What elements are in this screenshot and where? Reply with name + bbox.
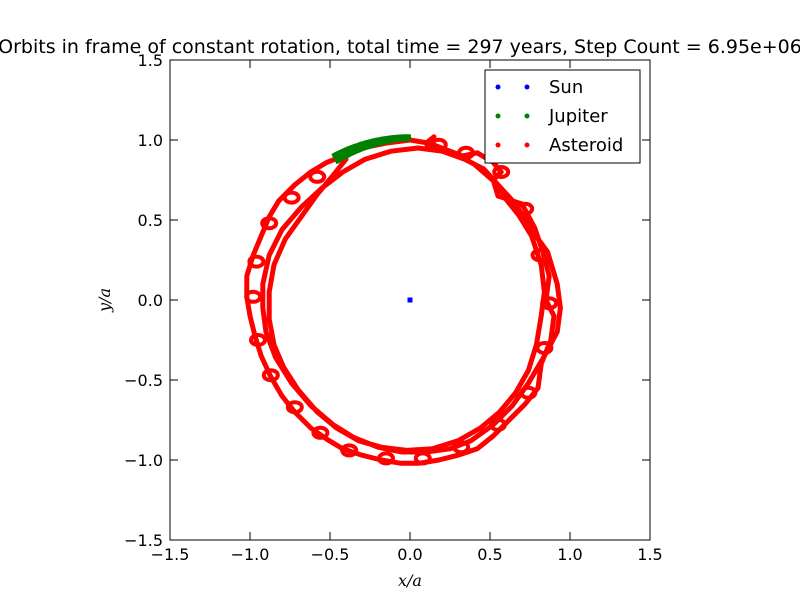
asteroid-loop-point — [535, 341, 554, 355]
asteroid-loop-point — [489, 417, 507, 432]
legend-label: Jupiter — [548, 106, 608, 127]
y-tick-label: 0.0 — [138, 291, 163, 310]
asteroid-loop-point — [282, 190, 301, 205]
legend-marker — [495, 142, 501, 148]
asteroid-loop-point — [429, 137, 448, 152]
x-axis-label: x/a — [398, 571, 422, 590]
asteroid-loop-point — [340, 443, 359, 458]
asteroid-loop-point — [540, 296, 559, 311]
legend-marker — [524, 84, 530, 90]
asteroid-loop-point — [260, 216, 279, 231]
asteroid-loop-point — [516, 201, 535, 216]
plot-content — [244, 134, 563, 466]
asteroid-orbit-path — [244, 134, 563, 466]
asteroid-loop-point — [452, 440, 471, 455]
asteroid-loop-point — [377, 451, 395, 466]
legend-label: Sun — [549, 77, 583, 98]
asteroid-loop-point — [261, 368, 280, 383]
y-tick-label: 1.0 — [138, 131, 163, 150]
x-tick-label: 1.0 — [557, 545, 582, 564]
asteroid-loop-point — [413, 451, 432, 466]
asteroid-loop-point — [308, 169, 327, 184]
y-tick-label: −0.5 — [124, 371, 163, 390]
asteroid-loop-point — [530, 248, 549, 263]
jupiter-orbit-band — [331, 134, 411, 164]
legend-marker — [524, 113, 530, 119]
legend-box — [484, 69, 641, 164]
asteroid-loop-point — [311, 425, 330, 440]
x-tick-label: 0.0 — [397, 545, 422, 564]
chart-title: Orbits in frame of constant rotation, to… — [0, 36, 800, 58]
y-tick-label: 1.5 — [138, 51, 163, 70]
asteroid-loop-point — [492, 165, 511, 179]
x-tick-label: −0.5 — [311, 545, 350, 564]
legend: Sun Jupiter Asteroid — [484, 69, 641, 164]
legend-label: Asteroid — [549, 135, 623, 156]
x-tick-label: −1.5 — [151, 545, 190, 564]
x-tick-label: 1.5 — [637, 545, 662, 564]
asteroid-loop-point — [247, 254, 266, 269]
asteroid-loop-point — [249, 333, 267, 347]
asteroid-loop-point — [457, 145, 475, 160]
x-tick-label: −1.0 — [231, 545, 270, 564]
y-axis-label: y/a — [95, 288, 114, 313]
asteroid-loop-point — [519, 385, 538, 400]
legend-marker — [495, 84, 501, 90]
asteroid-loop-point — [244, 289, 263, 304]
y-tick-label: 0.5 — [138, 211, 163, 230]
y-tick-label: −1.0 — [124, 451, 163, 470]
axis-ticks: −1.5−1.5 −1.0 −1.0 −0.5 −0.5 0.0 0.0 0.5 0.5 1.0 1… — [124, 51, 663, 564]
y-tick-label: −1.5 — [124, 531, 163, 550]
legend-marker — [524, 142, 530, 148]
legend-marker — [495, 113, 501, 119]
sun-point — [407, 297, 413, 303]
x-tick-label: 0.5 — [477, 545, 502, 564]
asteroid-loop-point — [285, 400, 304, 415]
